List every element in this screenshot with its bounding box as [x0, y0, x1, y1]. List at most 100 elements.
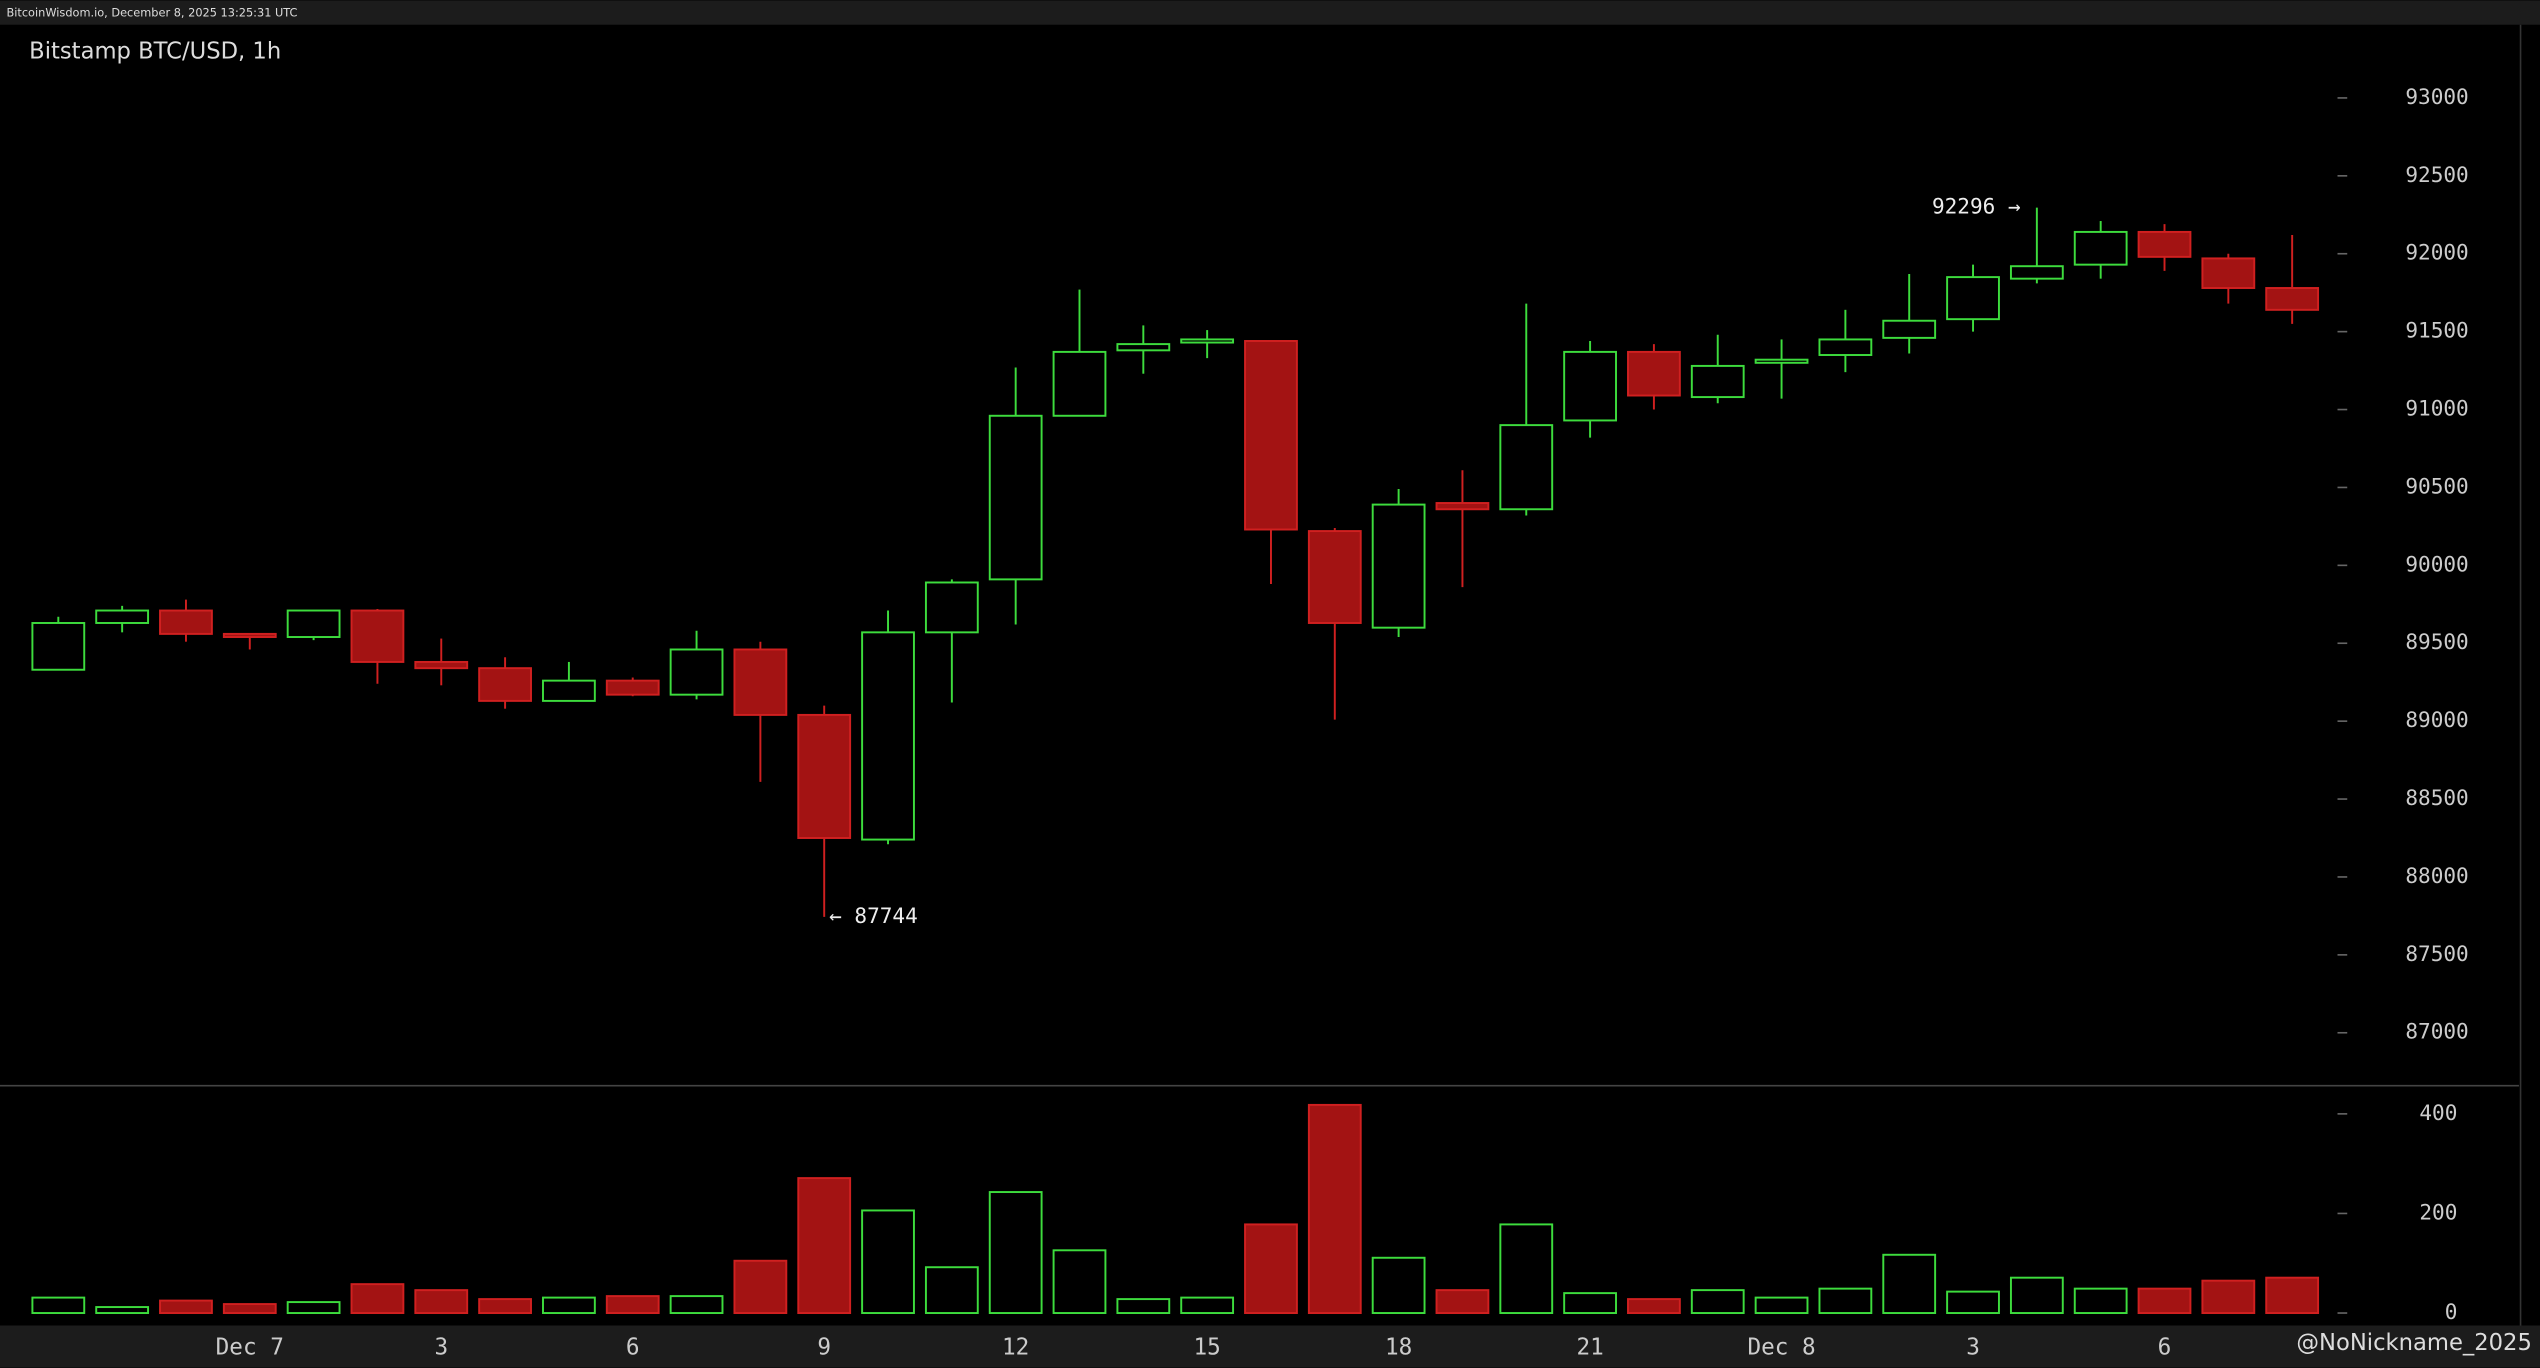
volume-bar — [1946, 1290, 2000, 1315]
volume-bar — [1116, 1298, 1171, 1315]
candle-body — [542, 679, 596, 702]
y-tick-label: 90500 — [2405, 473, 2468, 498]
volume-bar — [2265, 1276, 2320, 1315]
header-text: BitcoinWisdom.io, December 8, 2025 13:25… — [6, 5, 297, 19]
candle-body — [1435, 502, 1490, 511]
volume-bar — [286, 1301, 341, 1315]
candle-body — [159, 609, 213, 635]
x-tick-label: 3 — [1966, 1335, 1980, 1361]
y-tick-label: 87500 — [2405, 941, 2468, 966]
volume-bar — [222, 1303, 277, 1315]
volume-bar — [733, 1259, 788, 1315]
volume-bar — [95, 1306, 150, 1315]
y-tick-label: 87000 — [2405, 1019, 2468, 1044]
y-tick-label: 91500 — [2405, 318, 2468, 343]
volume-bar — [1244, 1223, 1298, 1315]
candle-body — [1244, 340, 1298, 531]
volume-bar — [605, 1295, 660, 1315]
volume-bar — [1818, 1287, 1873, 1315]
candle-body — [1563, 350, 1617, 422]
header-bar — [0, 0, 2540, 25]
candle-body — [31, 622, 86, 671]
candle-body — [2137, 230, 2192, 258]
volume-bar — [1690, 1289, 1745, 1315]
y-tick-label: 91000 — [2405, 396, 2468, 421]
candle-body — [924, 581, 979, 634]
x-tick-label: 12 — [1002, 1335, 1029, 1361]
y-tick-label: 90000 — [2405, 551, 2468, 576]
candle-body — [1499, 424, 1554, 511]
volume-bar — [2137, 1287, 2192, 1315]
candle-body — [1307, 530, 1362, 624]
candle-body — [1180, 338, 1235, 344]
volume-bar — [542, 1296, 596, 1315]
volume-bar — [414, 1289, 469, 1315]
low-annotation: ← 87744 — [829, 903, 918, 928]
candle-body — [1818, 338, 1873, 356]
y-tick-label: 92000 — [2405, 240, 2468, 265]
volume-bar — [861, 1209, 915, 1315]
candle-body — [669, 648, 724, 696]
candle-body — [1946, 276, 2000, 321]
candle-body — [733, 648, 788, 716]
candle-body — [797, 713, 852, 839]
volume-bar — [350, 1283, 405, 1315]
x-tick-label: 21 — [1576, 1335, 1603, 1361]
volume-bar — [1307, 1103, 1362, 1315]
x-tick-label: 18 — [1385, 1335, 1412, 1361]
volume-bar — [988, 1191, 1043, 1315]
volume-bar — [31, 1296, 86, 1315]
volume-bar — [1371, 1256, 1426, 1315]
candle-body — [95, 609, 150, 624]
y-tick-label: 92500 — [2405, 162, 2468, 187]
y-tick-label: 88000 — [2405, 863, 2468, 888]
x-tick-label: 15 — [1194, 1335, 1221, 1361]
volume-bar — [1754, 1296, 1809, 1315]
volume-tick-label: 200 — [2419, 1199, 2457, 1224]
candle-body — [1052, 350, 1107, 417]
x-tick-label: 9 — [817, 1335, 831, 1361]
volume-bar — [1563, 1292, 1617, 1315]
high-annotation: 92296 → — [1932, 194, 2021, 219]
volume-bar — [1052, 1249, 1107, 1315]
volume-bar — [1499, 1223, 1554, 1315]
candle-body — [2265, 287, 2320, 311]
y-tick-label: 89000 — [2405, 707, 2468, 732]
candle-body — [1627, 350, 1681, 397]
candle-body — [222, 632, 277, 638]
candle-body — [1754, 358, 1809, 364]
volume-bar — [478, 1298, 532, 1315]
y-tick-label: 88500 — [2405, 785, 2468, 810]
candle-body — [2009, 265, 2064, 280]
volume-bar — [2073, 1287, 2128, 1315]
volume-bar — [2009, 1276, 2064, 1315]
candle-body — [1371, 503, 1426, 629]
chart-title: Bitstamp BTC/USD, 1h — [29, 39, 281, 65]
volume-bar — [1882, 1253, 1937, 1315]
volume-bar — [669, 1295, 724, 1315]
x-tick-label: Dec 8 — [1747, 1335, 1815, 1361]
x-tick-label: 6 — [2158, 1335, 2172, 1361]
candle-body — [414, 660, 469, 670]
candle-body — [861, 631, 915, 841]
volume-bar — [1435, 1289, 1490, 1315]
candle-body — [2073, 230, 2128, 266]
volume-tick-label: 0 — [2445, 1299, 2458, 1324]
candle-body — [2201, 257, 2256, 289]
candle-body — [286, 609, 341, 638]
x-tick-label: 6 — [626, 1335, 640, 1361]
x-tick-label: Dec 7 — [216, 1335, 284, 1361]
volume-tick-label: 400 — [2419, 1100, 2457, 1125]
y-tick-label: 93000 — [2405, 84, 2468, 109]
volume-bar — [2201, 1279, 2256, 1315]
volume-bar — [1180, 1296, 1235, 1315]
volume-bar — [159, 1299, 213, 1315]
x-tick-label: 3 — [434, 1335, 448, 1361]
candle-body — [1882, 319, 1937, 339]
candle-body — [1690, 364, 1745, 399]
y-tick-label: 89500 — [2405, 629, 2468, 654]
candle-body — [1116, 343, 1171, 352]
candle-body — [478, 667, 532, 702]
